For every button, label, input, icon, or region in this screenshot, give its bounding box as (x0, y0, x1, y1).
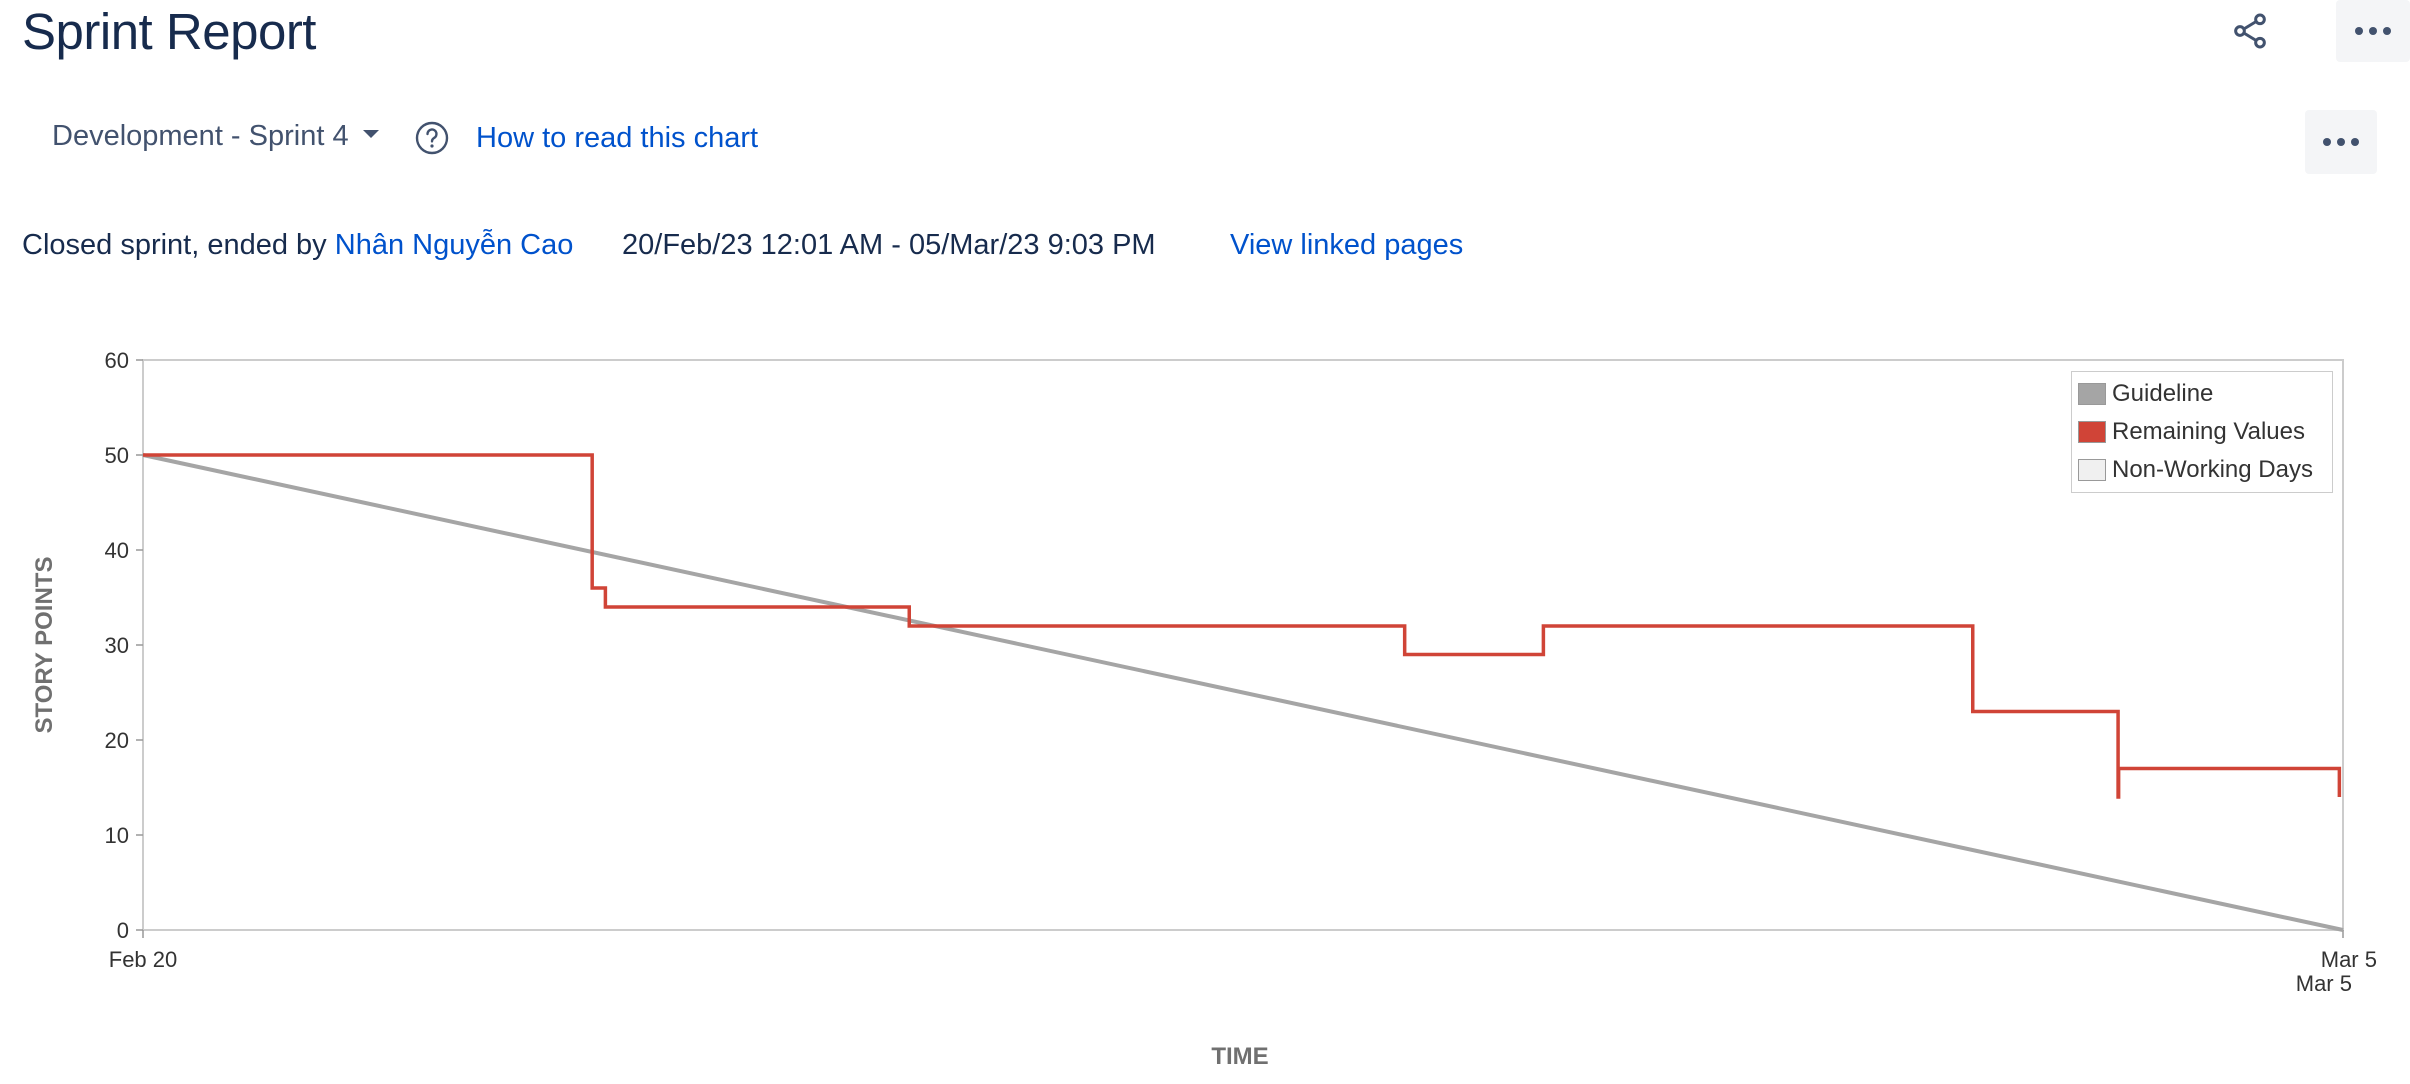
y-tick-label: 20 (105, 728, 129, 753)
y-tick-label: 60 (105, 348, 129, 373)
sprint-date-range: 20/Feb/23 12:01 AM - 05/Mar/23 9:03 PM (622, 229, 1156, 261)
legend-swatch (2078, 383, 2106, 405)
legend-swatch (2078, 421, 2106, 443)
x-secondary-tick-label: Mar 5 (2296, 971, 2352, 996)
y-axis-title: STORY POINTS (31, 557, 58, 734)
sprint-status: Closed sprint, ended by (22, 229, 335, 261)
y-tick-label: 10 (105, 823, 129, 848)
series-remaining-values-line (143, 453, 2342, 799)
legend-item-remaining-values[interactable]: Remaining Values (2078, 418, 2305, 446)
x-axis-title: TIME (1211, 1043, 1268, 1070)
legend-label: Non-Working Days (2112, 456, 2313, 483)
share-button[interactable] (2220, 4, 2280, 58)
more-actions-button[interactable] (2336, 0, 2410, 62)
legend-label: Remaining Values (2112, 418, 2305, 445)
view-linked-pages-link[interactable]: View linked pages (1230, 229, 1464, 261)
sprint-info: Closed sprint, ended by Nhân Nguyễn Cao … (22, 229, 1463, 262)
chart-more-actions-button[interactable] (2305, 110, 2377, 174)
y-tick-label: 50 (105, 443, 129, 468)
page-title: Sprint Report (22, 3, 316, 60)
y-tick-label: 40 (105, 538, 129, 563)
y-tick-label: 0 (117, 918, 129, 943)
help-icon[interactable] (414, 120, 450, 156)
legend-item-guideline[interactable]: Guideline (2078, 380, 2213, 408)
plot-area (142, 359, 2344, 931)
x-tick-label: Feb 20 (109, 947, 178, 972)
chart-legend: Guideline Remaining Values Non-Working D… (2071, 371, 2333, 493)
sprint-selector-label: Development - Sprint 4 (52, 120, 349, 152)
more-icon (2355, 27, 2391, 35)
sprint-selector[interactable]: Development - Sprint 4 (52, 120, 379, 153)
chevron-down-icon (362, 129, 379, 138)
share-icon (2234, 13, 2266, 49)
more-icon (2323, 138, 2359, 146)
legend-swatch (2078, 459, 2106, 481)
ended-by-user-link[interactable]: Nhân Nguyễn Cao (334, 229, 574, 261)
x-tick-label: Mar 5 (2321, 947, 2377, 972)
how-to-read-chart-link[interactable]: How to read this chart (476, 122, 759, 154)
y-tick-label: 30 (105, 633, 129, 658)
legend-label: Guideline (2112, 380, 2214, 407)
series-guideline-line (142, 453, 2344, 932)
legend-item-non-working-days[interactable]: Non-Working Days (2078, 456, 2313, 484)
